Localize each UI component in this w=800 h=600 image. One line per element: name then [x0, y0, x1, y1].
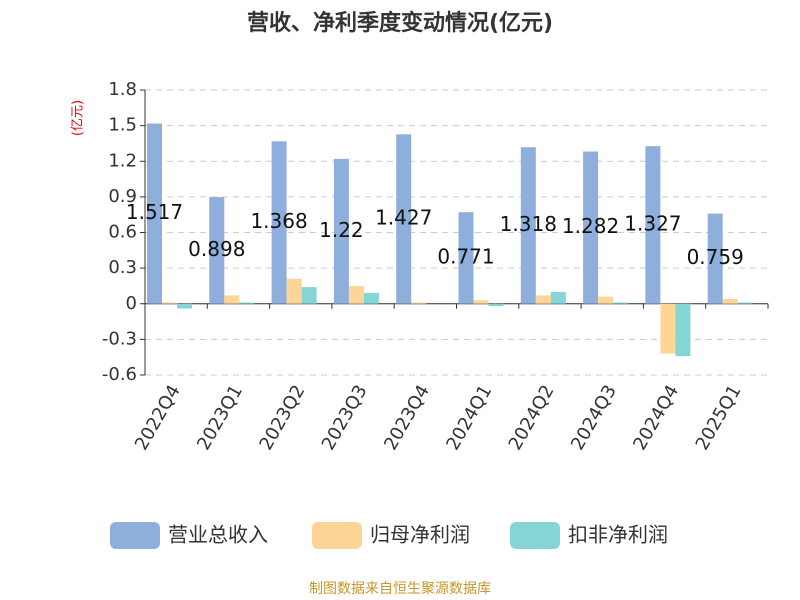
- x-tick-label: 2023Q4: [380, 382, 434, 454]
- y-tick-label: -0.6: [102, 364, 137, 385]
- value-label: 1.427: [375, 206, 432, 230]
- value-label: 1.318: [500, 212, 557, 236]
- bar: [301, 287, 317, 304]
- source-note: 制图数据来自恒生聚源数据库: [309, 581, 491, 597]
- bar: [162, 302, 177, 304]
- x-tick-label: 2023Q1: [193, 382, 247, 454]
- bar: [598, 296, 614, 304]
- chart-title: 营收、净利季度变动情况(亿元): [247, 10, 553, 36]
- bar: [488, 303, 504, 307]
- value-label: 0.771: [437, 244, 494, 268]
- value-label: 1.517: [126, 200, 183, 224]
- x-tick-label: 2025Q1: [692, 382, 746, 454]
- bar: [737, 302, 753, 304]
- bar: [583, 151, 599, 304]
- bar: [224, 295, 240, 304]
- bar: [348, 285, 364, 304]
- y-tick-label: 0.6: [108, 222, 137, 243]
- x-tick-label: 2022Q4: [131, 382, 185, 454]
- legend-label: 营业总收入: [168, 523, 268, 547]
- y-tick-label: 1.2: [108, 150, 137, 171]
- bar: [535, 295, 551, 304]
- bar: [613, 302, 629, 304]
- bar: [722, 299, 738, 304]
- bar: [177, 303, 192, 309]
- legend-swatch: [110, 522, 160, 549]
- bar: [396, 134, 412, 304]
- y-tick-label: 0.9: [108, 186, 137, 207]
- bar: [660, 303, 676, 354]
- bar: [550, 291, 566, 304]
- legend-swatch: [510, 522, 560, 549]
- x-tick-label: 2024Q4: [629, 382, 683, 454]
- value-label: 1.368: [250, 209, 307, 233]
- bar: [271, 141, 287, 304]
- bar: [411, 302, 427, 304]
- bar: [209, 197, 225, 304]
- y-tick-label: 1.5: [108, 115, 137, 136]
- x-tick-label: 2023Q3: [318, 382, 372, 454]
- legend-label: 归母净利润: [370, 523, 470, 547]
- bar: [675, 303, 691, 356]
- bar: [333, 158, 349, 304]
- bar: [363, 293, 379, 304]
- value-label: 1.327: [624, 211, 681, 235]
- value-label: 0.759: [687, 245, 744, 269]
- x-tick-label: 2024Q3: [567, 382, 621, 454]
- bar: [520, 147, 536, 304]
- value-label: 1.282: [562, 214, 619, 238]
- bar: [458, 212, 474, 304]
- legend-swatch: [312, 522, 362, 549]
- bar: [473, 300, 489, 304]
- y-tick-label: 1.8: [108, 79, 137, 100]
- y-tick-label: -0.3: [102, 328, 137, 349]
- bar: [286, 278, 302, 304]
- bar: [707, 213, 723, 304]
- value-label: 0.898: [188, 237, 245, 261]
- bar: [645, 146, 661, 304]
- legend-label: 扣非净利润: [568, 523, 668, 547]
- y-tick-label: 0.3: [108, 257, 137, 278]
- x-tick-label: 2024Q2: [505, 382, 559, 454]
- bar: [239, 302, 255, 304]
- x-tick-label: 2024Q1: [442, 382, 496, 454]
- value-label: 1.22: [319, 218, 364, 242]
- bar: [147, 123, 162, 304]
- x-tick-label: 2023Q2: [256, 382, 310, 454]
- y-axis-label: (亿元): [71, 100, 86, 136]
- y-tick-label: 0: [126, 293, 137, 314]
